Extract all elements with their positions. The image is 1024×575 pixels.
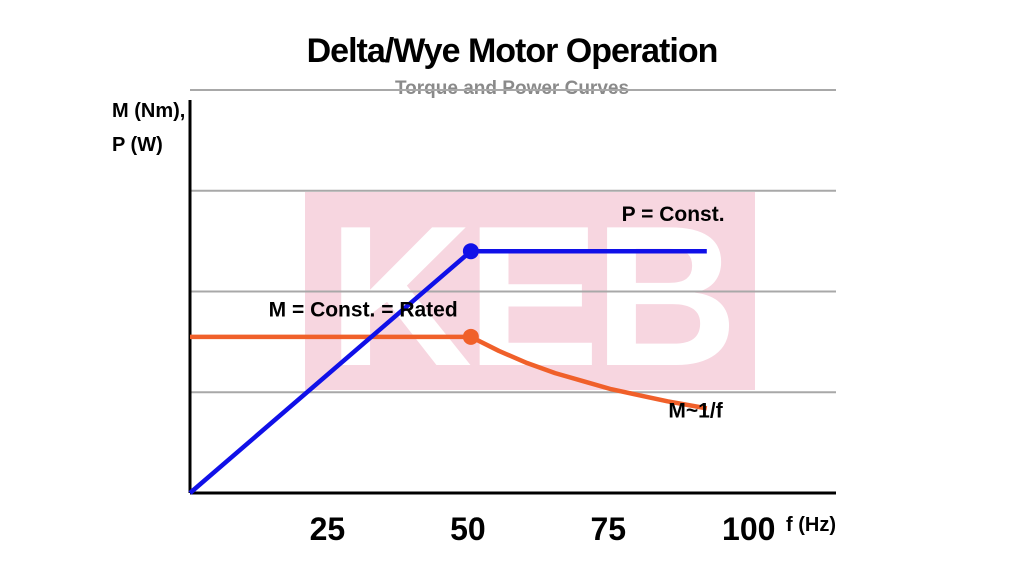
x-tick-label-75: 75 [591,511,627,547]
series-layer [188,243,708,495]
chart-title: Delta/Wye Motor Operation [307,32,718,70]
annotation-2: M = Const. = Rated [269,299,458,322]
x-tick-label-50: 50 [450,511,486,547]
series-marker-power [462,243,479,260]
y-axis-label-line1: M (Nm), [112,100,185,122]
annotations: P = Const. M = Const. = Rated M~1/f [269,203,725,422]
x-tick-labels: 25 50 75 100 [310,511,776,547]
x-tick-label-100: 100 [722,511,775,547]
watermark-text: KEB [328,185,732,408]
x-tick-label-25: 25 [310,511,346,547]
series-marker-torque [462,328,479,345]
annotation-1: P = Const. [622,203,725,226]
y-axis-label-line2: P (W) [112,134,163,156]
chart-subtitle: Torque and Power Curves [395,78,629,99]
series-line-torque [190,334,708,411]
x-axis-label: f (Hz) [786,514,836,536]
annotation-3: M~1/f [668,399,723,422]
gridlines [190,89,836,394]
